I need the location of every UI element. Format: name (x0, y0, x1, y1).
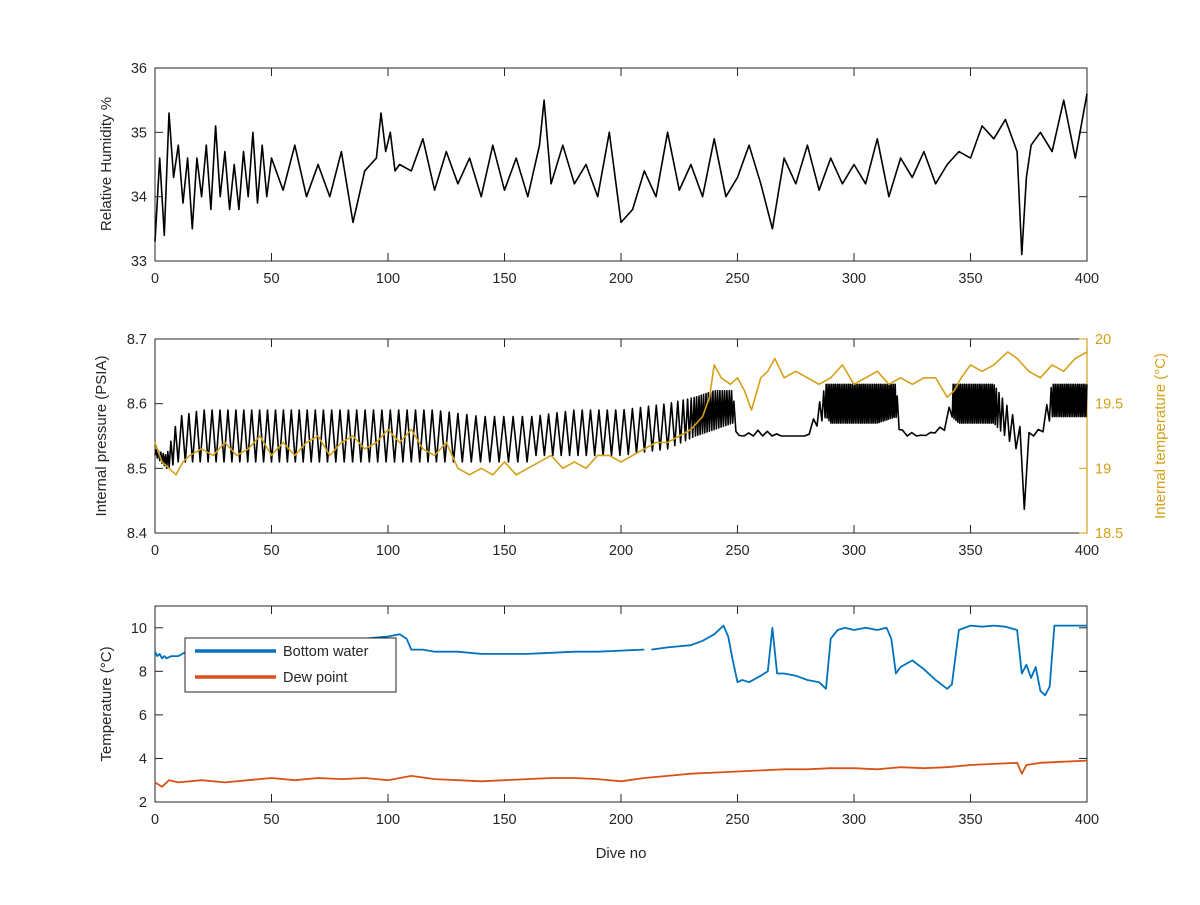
y-tick-label: 35 (131, 125, 147, 141)
series-line-dew-point (154, 759, 1088, 788)
y-tick-label: 33 (131, 254, 147, 270)
x-tick-label: 400 (1075, 812, 1099, 828)
x-tick-label: 350 (958, 271, 982, 287)
panel-pressure-temperature: 0 50 100 150 200 250 300 350 400 8.4 8.5 8.6 8.7 18.5… (93, 332, 1169, 559)
x-tick-label: 50 (263, 543, 279, 559)
series-line-p2-s2 (154, 351, 1088, 476)
legend-label-dew-point: Dew point (283, 670, 347, 686)
x-tick-label: 250 (725, 812, 749, 828)
y-tick-label-right: 18.5 (1095, 526, 1123, 542)
x-tick-label: 350 (958, 543, 982, 559)
x-tick-label: 200 (609, 271, 633, 287)
series-group (154, 351, 1088, 511)
y-axis-label: Relative Humidity % (98, 97, 115, 231)
y-tick-label: 2 (139, 795, 147, 811)
y-tick-label: 10 (131, 621, 147, 637)
x-tick-label: 0 (151, 543, 159, 559)
x-tick-label: 400 (1075, 543, 1099, 559)
x-tick-label: 400 (1075, 271, 1099, 287)
axes-frame (154, 605, 1088, 803)
y-tick-label: 8.6 (127, 397, 147, 413)
x-tick-label: 150 (492, 812, 516, 828)
x-tick-label: 300 (842, 271, 866, 287)
x-tick-label: 100 (376, 543, 400, 559)
x-tick-label: 150 (492, 271, 516, 287)
x-tick-label: 50 (263, 271, 279, 287)
panel-temperature: 0 50 100 150 200 250 300 350 400 2 4 6 8 10 Temperatu… (98, 605, 1099, 862)
y-tick-label: 36 (131, 61, 147, 77)
x-tick-label: 300 (842, 812, 866, 828)
y-tick-label: 8 (139, 664, 147, 680)
x-tick-label: 0 (151, 812, 159, 828)
x-tick-label: 100 (376, 271, 400, 287)
y-tick-label: 6 (139, 708, 147, 724)
y-tick-label: 34 (131, 190, 147, 206)
series-group (154, 93, 1088, 256)
x-tick-label: 50 (263, 812, 279, 828)
y-tick-label: 4 (139, 751, 147, 767)
tick-group: 0 50 100 150 200 250 300 350 400 8.4 8.5 8.6 8.7 18.5… (127, 332, 1123, 559)
y-axis-label-right: Internal temperature (°C) (1152, 353, 1169, 519)
y-tick-label-right: 20 (1095, 332, 1111, 348)
y-tick-label: 8.4 (127, 526, 147, 542)
x-tick-label: 300 (842, 543, 866, 559)
x-tick-label: 250 (725, 271, 749, 287)
x-tick-label: 100 (376, 812, 400, 828)
x-tick-label: 0 (151, 271, 159, 287)
y-tick-label-right: 19.5 (1095, 397, 1123, 413)
x-tick-label: 150 (492, 543, 516, 559)
y-tick-label: 8.7 (127, 332, 147, 348)
legend-box (184, 637, 397, 693)
series-line-p2-s1 (154, 383, 1088, 511)
x-tick-label: 250 (725, 543, 749, 559)
tick-group: 0 50 100 150 200 250 300 350 400 33 34 35 36 (131, 61, 1099, 287)
legend-label-bottom-water: Bottom water (283, 644, 369, 660)
series-line-p1-s1 (154, 93, 1088, 256)
x-tick-label: 200 (609, 812, 633, 828)
x-axis-label: Dive no (596, 845, 647, 862)
legend: Bottom water Dew point (184, 637, 397, 693)
x-tick-label: 200 (609, 543, 633, 559)
tick-group: 0 50 100 150 200 250 300 350 400 2 4 6 8 10 (131, 606, 1099, 828)
y-tick-label: 8.5 (127, 461, 147, 477)
y-axis-label: Temperature (°C) (98, 646, 115, 761)
panel-humidity: 0 50 100 150 200 250 300 350 400 33 34 35 36 Relativ… (98, 61, 1099, 287)
y-axis-label: Internal pressure (PSIA) (93, 356, 110, 517)
y-tick-label-right: 19 (1095, 461, 1111, 477)
axes-frame (154, 67, 1088, 262)
x-tick-label: 350 (958, 812, 982, 828)
